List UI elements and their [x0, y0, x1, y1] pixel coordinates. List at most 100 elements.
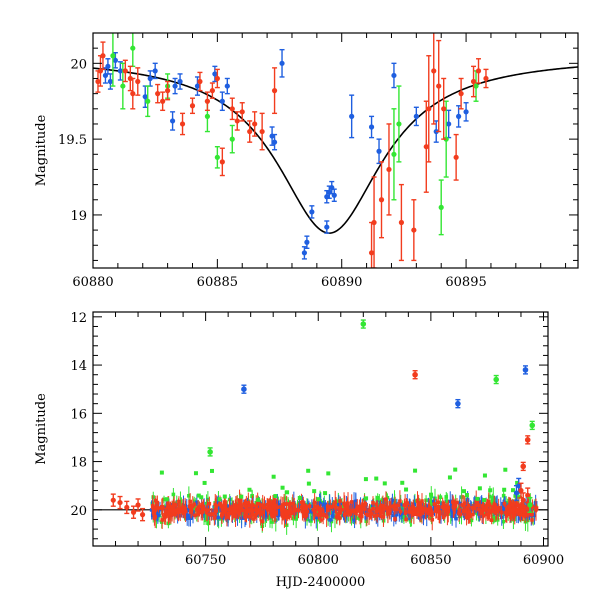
noise-point	[471, 512, 475, 517]
noise-point	[440, 505, 445, 509]
data-point	[194, 83, 201, 89]
noise-point	[261, 510, 265, 515]
noise-point	[219, 508, 223, 513]
top-frame	[92, 32, 579, 269]
noise-point	[268, 516, 272, 520]
data-point	[152, 68, 158, 74]
noise-point	[274, 503, 278, 508]
green-point	[400, 480, 405, 485]
red-early-point	[139, 507, 146, 522]
top-x-tick-label: 60895	[445, 275, 486, 290]
data-point	[172, 83, 178, 89]
data-point	[197, 78, 203, 85]
data-point	[117, 499, 123, 506]
red-point	[371, 176, 377, 268]
noise-point	[474, 511, 479, 515]
data-point	[398, 219, 405, 226]
noise-point	[375, 498, 380, 502]
data-point	[470, 78, 477, 85]
noise-point	[511, 507, 516, 512]
data-point	[204, 98, 211, 104]
noise-point	[453, 504, 457, 509]
noise-point	[238, 498, 243, 503]
noise-point	[334, 505, 338, 510]
red-point	[271, 67, 278, 115]
noise-point	[344, 516, 348, 521]
blue-point	[331, 188, 337, 202]
data-point	[483, 75, 489, 82]
noise-point	[151, 505, 155, 510]
noise-point	[413, 499, 417, 504]
noise-point	[294, 507, 298, 512]
noise-point	[282, 502, 286, 506]
noise-point	[517, 503, 521, 508]
green-point	[130, 33, 136, 68]
noise-point	[444, 508, 448, 513]
red-point	[135, 67, 141, 96]
green-point	[453, 467, 458, 472]
noise-point	[494, 511, 498, 515]
noise-point	[530, 504, 535, 509]
noise-point	[483, 508, 488, 512]
noise-point	[174, 503, 178, 507]
noise-point	[487, 503, 492, 507]
noise-point	[300, 509, 305, 514]
green-point	[488, 488, 493, 493]
noise-point	[446, 505, 451, 510]
noise-point	[316, 513, 321, 517]
noise-point	[272, 510, 277, 515]
noise-point	[441, 515, 446, 520]
noise-point	[254, 504, 259, 509]
noise-point	[393, 517, 397, 521]
noise-point	[511, 514, 516, 519]
blue-point	[309, 205, 315, 219]
red-point	[197, 71, 203, 92]
noise-point	[490, 498, 495, 502]
noise-point	[189, 510, 193, 514]
noise-point	[347, 509, 351, 513]
data-point	[371, 219, 377, 226]
noise-point	[216, 515, 220, 520]
noise-point	[252, 517, 256, 521]
green-point	[285, 490, 290, 495]
data-point	[426, 106, 432, 112]
data-point	[214, 75, 220, 82]
bottom-x-tick-label: 60750	[185, 553, 226, 568]
data-point	[441, 106, 447, 112]
noise-point	[404, 501, 409, 506]
data-point	[145, 98, 151, 104]
noise-point	[321, 513, 325, 518]
green-point	[502, 487, 507, 492]
top-marks	[93, 33, 578, 268]
noise-point	[212, 515, 217, 520]
green-point	[280, 485, 285, 490]
noise-point	[415, 507, 419, 511]
noise-point	[381, 515, 386, 519]
data-point	[527, 502, 533, 508]
blue-point	[169, 111, 176, 131]
noise-point	[299, 500, 304, 505]
noise-point	[311, 507, 316, 512]
bottom-y-tick-label: 16	[70, 407, 87, 422]
data-point	[529, 422, 536, 429]
noise-point	[413, 511, 417, 515]
noise-point	[504, 512, 509, 516]
red-point	[259, 112, 265, 151]
noise-point	[507, 504, 512, 509]
bottom-panel: 60750 60800 60850 60900 12 14 16 18 20 Magnitude H…	[34, 311, 564, 590]
noise-point	[362, 502, 367, 507]
noise-point	[364, 519, 369, 523]
noise-point	[454, 510, 459, 514]
green-point	[217, 497, 222, 502]
noise-point	[160, 505, 164, 509]
noise-point	[230, 510, 234, 514]
noise-point	[382, 505, 387, 509]
data-point	[165, 88, 171, 94]
noise-point	[534, 506, 538, 511]
model-curve	[93, 66, 578, 234]
top-y-tick-label: 19.5	[58, 133, 87, 148]
noise-point	[324, 514, 329, 519]
noise-point	[375, 506, 379, 511]
data-point	[458, 91, 464, 97]
